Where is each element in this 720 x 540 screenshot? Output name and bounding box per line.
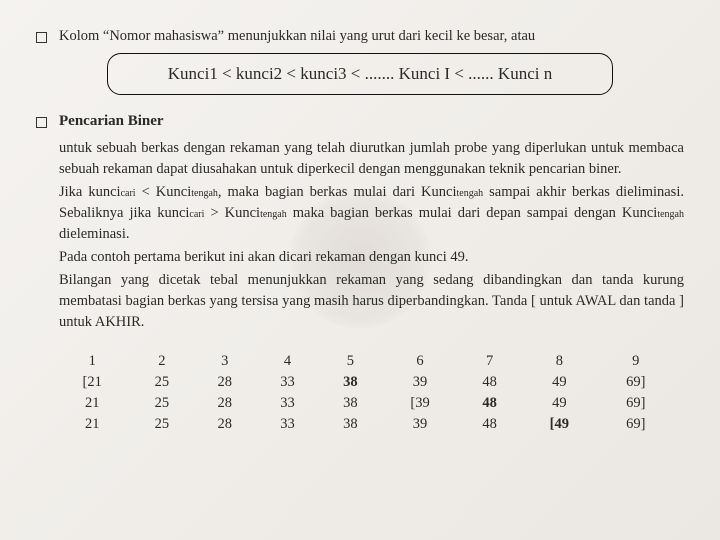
- table-row: 21252833383948[4969]: [54, 414, 674, 435]
- table-cell: 33: [256, 414, 319, 435]
- table-cell: 38: [319, 393, 382, 414]
- table-cell: 28: [193, 414, 256, 435]
- table-cell: [39: [382, 393, 458, 414]
- table-header-cell: 1: [54, 351, 130, 372]
- table-cell: 38: [319, 414, 382, 435]
- table-cell: 49: [521, 372, 597, 393]
- table-row: [212528333839484969]: [54, 372, 674, 393]
- table-cell: 39: [382, 372, 458, 393]
- table-cell: 25: [130, 372, 193, 393]
- subscript-tengah: tengah: [657, 209, 684, 220]
- formula-box: Kunci1 < kunci2 < kunci3 < ....... Kunci…: [107, 53, 612, 95]
- table-header-cell: 6: [382, 351, 458, 372]
- table-cell: 21: [54, 414, 130, 435]
- table-cell: 28: [193, 393, 256, 414]
- subscript-tengah: tengah: [191, 188, 218, 199]
- bullet-item-2: Pencarian Biner: [36, 113, 684, 130]
- table-cell: 48: [458, 393, 521, 414]
- table-cell: 33: [256, 393, 319, 414]
- table-header-cell: 4: [256, 351, 319, 372]
- table-header-cell: 8: [521, 351, 597, 372]
- example-table: 123456789[212528333839484969]2125283338[…: [54, 351, 674, 435]
- p2-seg-f: maka bagian berkas mulai dari depan samp…: [287, 205, 658, 221]
- table-header-cell: 9: [598, 351, 674, 372]
- subscript-tengah: tengah: [260, 209, 287, 220]
- example-table-wrap: 123456789[212528333839484969]2125283338[…: [54, 351, 674, 435]
- section-title: Pencarian Biner: [59, 113, 164, 130]
- subscript-tengah: tengah: [457, 188, 484, 199]
- subscript-cari: cari: [189, 209, 204, 220]
- table-cell: 69]: [598, 414, 674, 435]
- table-cell: [49: [521, 414, 597, 435]
- paragraph-3: Pada contoh pertama berikut ini akan dic…: [59, 247, 684, 268]
- bullet-item-1: Kolom “Nomor mahasiswa” menunjukkan nila…: [36, 28, 684, 45]
- table-cell: 49: [521, 393, 597, 414]
- table-cell: 48: [458, 372, 521, 393]
- p2-seg-g: dieleminasi.: [59, 226, 129, 242]
- table-header-cell: 5: [319, 351, 382, 372]
- square-bullet-icon: [36, 117, 47, 128]
- subscript-cari: cari: [121, 188, 136, 199]
- table-cell: 69]: [598, 393, 674, 414]
- table-cell: 28: [193, 372, 256, 393]
- table-header-cell: 3: [193, 351, 256, 372]
- table-cell: 48: [458, 414, 521, 435]
- table-header-cell: 7: [458, 351, 521, 372]
- table-cell: 33: [256, 372, 319, 393]
- table-cell: 21: [54, 393, 130, 414]
- table-cell: 39: [382, 414, 458, 435]
- table-header-row: 123456789: [54, 351, 674, 372]
- table-cell: 25: [130, 393, 193, 414]
- table-cell: 25: [130, 414, 193, 435]
- p2-seg-c: , maka bagian berkas mulai dari Kunci: [218, 184, 457, 200]
- paragraph-2: Jika kuncicari < Kuncitengah, maka bagia…: [59, 182, 684, 245]
- square-bullet-icon: [36, 32, 47, 43]
- table-cell: 69]: [598, 372, 674, 393]
- p2-seg-e: > Kunci: [204, 205, 260, 221]
- p2-seg-a: Jika kunci: [59, 184, 121, 200]
- body-paragraphs: untuk sebuah berkas dengan rekaman yang …: [59, 138, 684, 333]
- table-cell: 38: [319, 372, 382, 393]
- table-row: 2125283338[39484969]: [54, 393, 674, 414]
- table-cell: [21: [54, 372, 130, 393]
- p2-seg-b: < Kunci: [136, 184, 192, 200]
- slide-content: Kolom “Nomor mahasiswa” menunjukkan nila…: [36, 28, 684, 435]
- intro-line: Kolom “Nomor mahasiswa” menunjukkan nila…: [59, 28, 684, 45]
- paragraph-1: untuk sebuah berkas dengan rekaman yang …: [59, 138, 684, 180]
- table-header-cell: 2: [130, 351, 193, 372]
- paragraph-4: Bilangan yang dicetak tebal menunjukkan …: [59, 270, 684, 333]
